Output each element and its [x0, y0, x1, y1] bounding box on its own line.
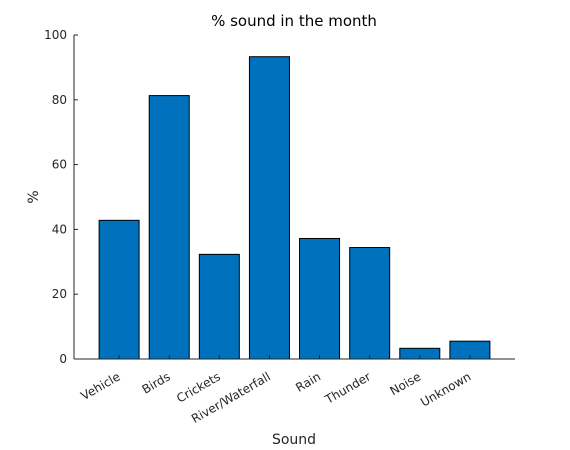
ticks-layer: 0 20 40 60 80 100 [44, 28, 471, 366]
axes-layer [73, 35, 515, 360]
bar-thunder [349, 247, 391, 360]
y-tick-label: 20 [52, 287, 67, 301]
x-tick-label: Rain [293, 369, 323, 394]
bar-crickets [198, 253, 240, 360]
bar-birds [148, 95, 190, 360]
x-tick-label: Unknown [418, 369, 473, 409]
x-tick-label: Noise [387, 369, 423, 398]
y-axis-label: % [26, 190, 42, 203]
x-tick-label: Birds [140, 369, 173, 396]
y-tick-label: 0 [59, 352, 67, 366]
y-tick-label: 100 [44, 28, 67, 42]
x-tick-label: Vehicle [78, 369, 122, 403]
bar-vehicle [98, 219, 140, 360]
bar-rain [299, 237, 341, 360]
y-tick-label: 60 [52, 158, 67, 172]
y-tick-label: 80 [52, 93, 67, 107]
y-tick-label: 40 [52, 222, 67, 236]
chart-title: % sound in the month [211, 12, 377, 30]
x-tick-label: Thunder [322, 369, 373, 407]
x-axis-label: Sound [272, 432, 316, 448]
bars-layer [98, 56, 491, 360]
bar-river-waterfall [248, 56, 290, 360]
